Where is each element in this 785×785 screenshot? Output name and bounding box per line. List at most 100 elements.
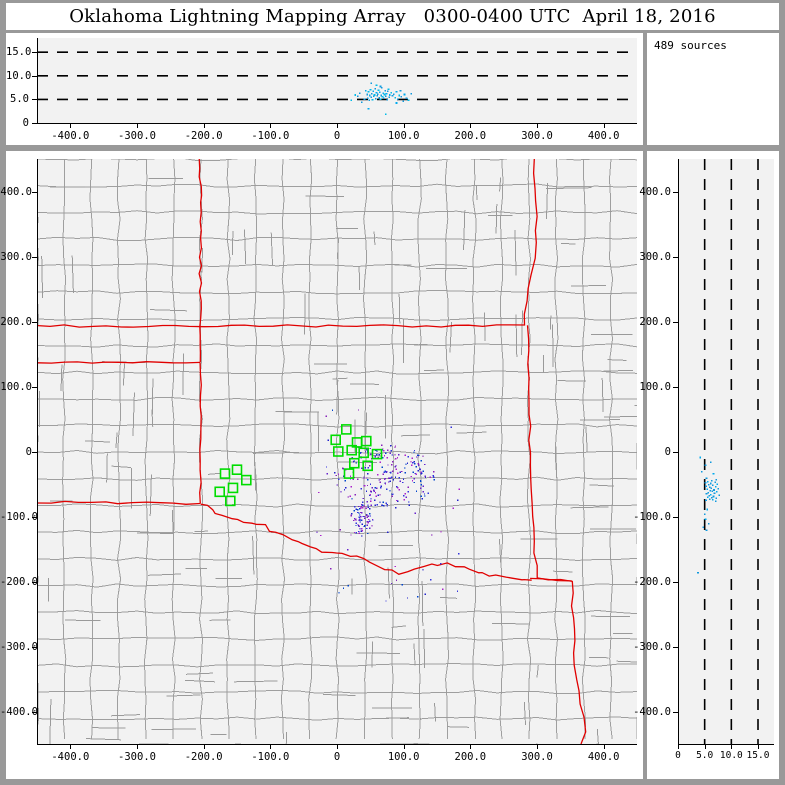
station-marker	[348, 457, 360, 469]
map-x-tick-label: -400.0	[51, 751, 90, 763]
top-x-tick-label: -300.0	[118, 130, 156, 142]
map-y-tick-label: 300.0	[0, 250, 32, 263]
right-source-points	[697, 456, 721, 574]
right-x-axis	[678, 744, 774, 745]
map-y-tick	[32, 321, 37, 323]
right-y-tick-label: 200.0	[639, 315, 671, 328]
top-y-tick-label: 10.0	[6, 69, 32, 82]
map-x-tick-label: -300.0	[118, 751, 156, 763]
top-y-tick	[32, 75, 37, 77]
right-y-tick-label: 0	[664, 445, 671, 458]
right-y-tick	[673, 321, 678, 323]
station-marker	[346, 444, 358, 456]
station-marker	[330, 434, 342, 446]
map-x-tick	[403, 744, 405, 749]
right-x-tick-label: 5.0	[696, 750, 714, 761]
right-x-tick	[678, 744, 679, 749]
county-borders	[37, 159, 637, 744]
right-y-tick	[673, 386, 678, 388]
station-marker	[340, 424, 352, 435]
right-panel-svg	[697, 159, 759, 744]
lma-station-markers	[214, 424, 383, 507]
right-x-tick	[731, 744, 733, 749]
top-y-tick	[32, 52, 37, 54]
station-marker	[358, 447, 370, 459]
top-x-tick	[70, 123, 72, 128]
map-x-tick-label: -200.0	[184, 751, 223, 763]
map-y-tick	[32, 191, 37, 193]
station-marker	[360, 435, 372, 447]
map-source-points	[316, 409, 460, 602]
title-bar: Oklahoma Lightning Mapping Array 0300-04…	[6, 3, 779, 30]
right-y-tick-label: 400.0	[639, 185, 671, 198]
top-y-tick-label: 5.0	[10, 93, 29, 106]
top-y-tick-label: 15.0	[6, 46, 32, 59]
top-x-tick	[337, 123, 338, 128]
map-x-tick	[203, 744, 205, 749]
right-y-tick	[673, 256, 678, 258]
right-x-tick-label: 10.0	[719, 750, 743, 761]
map-y-tick-label: 400.0	[0, 185, 32, 198]
map-y-tick-label: 0	[25, 445, 32, 458]
source-count-panel: 489 sources	[647, 33, 779, 145]
station-marker	[225, 495, 236, 507]
station-marker	[241, 474, 252, 486]
right-y-tick	[673, 516, 678, 518]
map-x-tick-label: 200.0	[454, 751, 487, 763]
map-y-tick-label: 200.0	[0, 315, 32, 328]
top-x-tick-label: 100.0	[387, 130, 420, 142]
station-marker	[371, 448, 383, 460]
top-panel-svg	[37, 51, 637, 116]
right-y-tick-label: -100.0	[633, 510, 671, 523]
top-y-tick	[32, 123, 37, 124]
right-y-tick-label: -200.0	[633, 575, 671, 588]
right-gridlines	[703, 159, 759, 744]
map-y-tick-label: -100.0	[0, 510, 38, 523]
right-y-axis	[678, 159, 679, 744]
right-altitude-panel: 0 5.0 10.0 15.0 -400.0 -300.0 -200.0 -100.0 0 100…	[633, 151, 779, 779]
top-gridlines	[37, 51, 637, 101]
top-y-tick-label: 0	[22, 117, 29, 129]
right-y-tick	[673, 646, 678, 648]
top-plot-area	[37, 38, 637, 123]
map-y-tick-label: 100.0	[0, 380, 32, 393]
map-y-tick	[32, 646, 37, 648]
top-x-tick	[537, 123, 538, 128]
station-marker	[332, 446, 344, 457]
right-x-tick	[758, 744, 759, 749]
map-y-tick-label: -300.0	[0, 640, 38, 653]
map-y-tick-label: -200.0	[0, 575, 38, 588]
right-plot-area	[678, 159, 774, 744]
top-y-tick	[32, 99, 37, 101]
right-y-tick	[673, 581, 678, 583]
map-y-tick	[32, 256, 37, 258]
station-marker	[343, 468, 355, 479]
top-source-points	[350, 82, 412, 116]
map-x-tick	[337, 744, 338, 749]
top-x-tick-label: 200.0	[454, 130, 487, 142]
station-marker	[219, 468, 231, 479]
right-y-tick	[673, 451, 678, 453]
top-x-tick-label: 400.0	[587, 130, 620, 142]
map-x-tick-label: 300.0	[521, 751, 553, 763]
map-x-tick-label: 0	[333, 751, 341, 763]
station-marker	[214, 486, 225, 498]
map-x-tick-label: 100.0	[387, 751, 420, 763]
map-x-tick-label: 400.0	[587, 751, 620, 763]
map-plot-area	[37, 159, 637, 744]
map-y-tick	[32, 516, 37, 518]
top-x-tick	[203, 123, 205, 128]
map-svg	[37, 159, 637, 744]
map-x-tick	[270, 744, 272, 749]
top-x-tick	[270, 123, 272, 128]
map-y-tick-label: -400.0	[0, 705, 38, 718]
right-y-tick	[673, 711, 678, 713]
right-x-tick-label: 0	[675, 750, 681, 761]
map-y-tick	[32, 711, 37, 713]
top-x-tick-label: -100.0	[251, 130, 290, 142]
top-x-tick	[403, 123, 405, 128]
top-x-tick-label: 0	[333, 130, 341, 142]
right-y-tick-label: 100.0	[639, 380, 671, 393]
map-y-tick	[32, 386, 37, 388]
